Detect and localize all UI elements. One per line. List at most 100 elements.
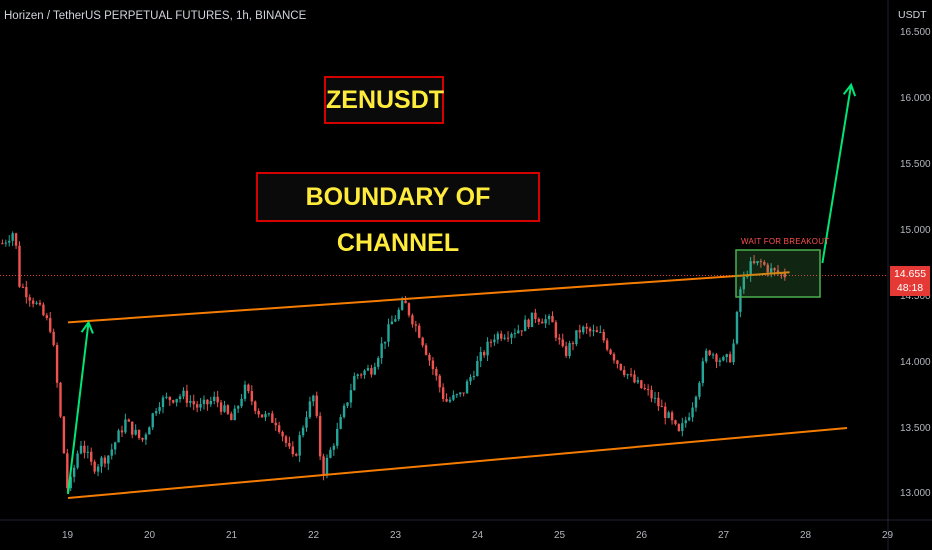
- candle-body: [592, 330, 595, 332]
- candle-body: [11, 233, 14, 241]
- candle-body: [329, 449, 332, 458]
- candle-body: [271, 413, 274, 423]
- candle-body: [578, 330, 582, 333]
- candle-body: [503, 337, 506, 339]
- candle-body: [38, 302, 42, 305]
- candle-body: [404, 300, 407, 304]
- candle-body: [698, 383, 701, 397]
- candle-body: [206, 399, 209, 405]
- candle-body: [667, 412, 670, 418]
- candle-body: [441, 387, 445, 400]
- candle-body: [49, 318, 52, 332]
- x-tick-label: 21: [226, 530, 238, 541]
- candle-body: [45, 315, 49, 319]
- candle-body: [100, 457, 103, 467]
- candle-body: [599, 331, 602, 333]
- current-price-tag: 14.655 48:18: [890, 266, 930, 296]
- candle-body: [544, 319, 547, 324]
- candle-body: [339, 417, 342, 429]
- candle-body: [25, 287, 28, 298]
- candle-body: [397, 309, 400, 320]
- candle-body: [312, 395, 315, 402]
- candle-body: [178, 396, 182, 399]
- candle-body: [182, 390, 185, 397]
- candle-body: [715, 354, 718, 362]
- candle-body: [185, 390, 189, 403]
- candle-body: [4, 242, 8, 244]
- candle-body: [400, 300, 404, 310]
- candle-body: [588, 328, 592, 332]
- candle-body: [107, 455, 110, 464]
- symbol-header: Horizen / TetherUS PERPETUAL FUTURES, 1h…: [4, 10, 307, 22]
- candle-body: [226, 405, 230, 414]
- candle-body: [452, 394, 455, 400]
- candle-body: [411, 315, 414, 325]
- current-price-value: 14.655: [893, 268, 927, 280]
- y-tick-label: 16.500: [900, 27, 931, 38]
- channel-upper-line: [67, 271, 790, 324]
- candle-body: [42, 304, 45, 316]
- candle-body: [424, 345, 428, 355]
- candle-body: [144, 434, 148, 440]
- arrow-shaft: [67, 322, 90, 495]
- candle-body: [349, 390, 353, 403]
- candle-body: [677, 424, 681, 432]
- x-tick-label: 25: [554, 530, 566, 541]
- candle-body: [431, 360, 435, 370]
- y-tick-label: 14.000: [900, 357, 931, 368]
- candle-body: [363, 370, 366, 375]
- candle-body: [520, 330, 523, 332]
- candle-body: [783, 273, 787, 278]
- candle-body: [175, 398, 178, 403]
- candle-body: [301, 427, 305, 436]
- candle-body: [243, 384, 247, 399]
- channel-annotation-box: BOUNDARY OF CHANNEL: [256, 172, 540, 257]
- candle-body: [55, 345, 59, 383]
- candle-body: [336, 428, 339, 446]
- candle-body: [254, 401, 257, 411]
- candle-body: [493, 339, 496, 343]
- candle-body: [377, 358, 380, 367]
- candle-body: [110, 449, 113, 456]
- candle-body: [127, 419, 131, 422]
- candle-body: [370, 368, 373, 375]
- candle-body: [646, 388, 650, 390]
- candle-body: [746, 275, 749, 277]
- candle-body: [192, 401, 195, 405]
- candle-body: [195, 404, 199, 408]
- candle-body: [59, 382, 62, 417]
- candle-body: [670, 412, 674, 421]
- candle-body: [260, 414, 264, 418]
- candle-body: [506, 337, 510, 339]
- candle-body: [161, 397, 165, 408]
- x-tick-label: 29: [882, 530, 894, 541]
- candle-body: [657, 397, 660, 407]
- candle-body: [708, 350, 711, 355]
- candle-body: [31, 300, 35, 304]
- candle-body: [414, 324, 418, 326]
- candle-body: [1, 243, 4, 245]
- candle-body: [438, 375, 441, 388]
- candle-body: [322, 456, 325, 475]
- candle-body: [469, 377, 472, 382]
- candle-body: [281, 431, 284, 437]
- candle-body: [742, 276, 746, 290]
- candle-body: [681, 423, 684, 432]
- candle-body: [383, 341, 387, 344]
- candle-body: [428, 354, 431, 361]
- candle-body: [687, 417, 691, 421]
- candle-body: [701, 361, 705, 384]
- candle-body: [554, 322, 558, 338]
- candle-body: [325, 457, 329, 475]
- candle-body: [660, 406, 664, 408]
- candle-body: [534, 312, 537, 320]
- channel-lower-line: [67, 427, 848, 499]
- candle-body: [418, 325, 421, 338]
- candle-body: [353, 376, 356, 391]
- candle-body: [653, 397, 657, 399]
- candle-body: [90, 451, 93, 462]
- candle-body: [137, 429, 141, 438]
- candle-body: [202, 399, 206, 405]
- arrows-layer: [67, 82, 857, 495]
